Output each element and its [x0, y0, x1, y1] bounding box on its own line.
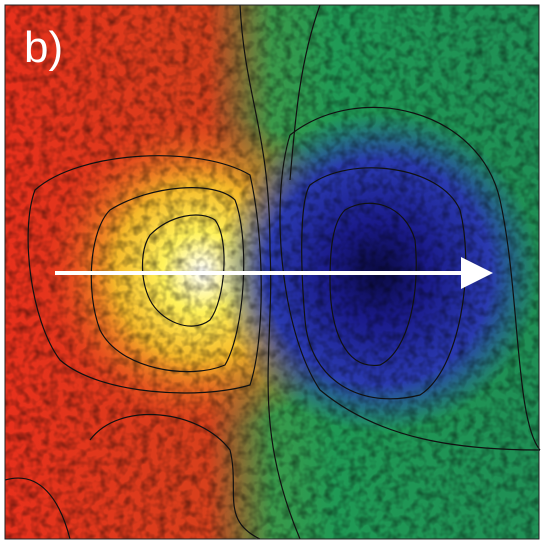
panel-label: b) [24, 23, 63, 72]
contours [4, 4, 541, 540]
frame [4, 4, 540, 540]
